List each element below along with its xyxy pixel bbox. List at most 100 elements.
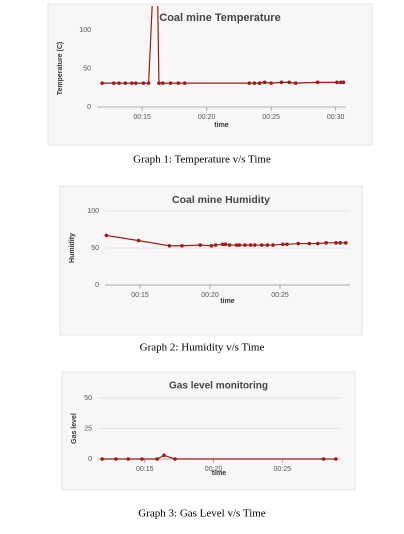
caption: Graph 2: Humidity v/s Time [140,342,265,354]
point [247,81,252,85]
y-tick-label: 50 [83,65,91,72]
y-axis-label: Gas level [71,413,78,444]
point [285,242,289,247]
point [260,243,264,247]
point [344,241,348,245]
x-axis-label: time [214,122,229,129]
point [265,243,270,247]
point [243,243,247,247]
point [111,81,116,85]
point [321,457,326,461]
point [334,241,338,245]
point [334,457,338,461]
chart: Gas level monitoring Gas level time 0 25 50 00… [61,371,356,491]
point [248,243,253,247]
x-tick-label: 00:25 [262,114,280,121]
point [141,81,146,85]
caption: Graph 1: Temperature v/s Time [133,154,271,166]
point [136,238,141,243]
point [167,243,172,248]
point [100,81,104,85]
y-axis-label: Humidity [69,233,76,263]
x-tick-label: 00:15 [136,466,154,473]
point [213,243,218,247]
point [339,80,343,85]
point [130,81,134,85]
series [104,233,348,248]
chart-background [47,3,373,146]
point [162,453,166,458]
y-tick-label: 0 [88,456,92,463]
chart-title: Coal mine Temperature [159,12,280,24]
x-tick-label: 00:20 [201,292,219,299]
x-tick-label: 00:30 [327,114,345,121]
point [151,0,155,1]
x-tick-label: 00:20 [205,466,223,473]
chart-background [61,371,356,491]
y-tick-label: 50 [91,245,99,252]
chart: Coal mine Temperature Temperature (C) time… [47,0,373,146]
chart-title: Coal mine Humidity [172,194,270,206]
chart-title: Gas level monitoring [169,381,268,392]
point [198,243,202,247]
point [180,243,184,248]
point [133,81,138,85]
point [335,80,339,85]
point [271,243,275,247]
point [262,80,267,85]
point [146,81,151,85]
x-tick-label: 00:25 [273,466,291,473]
y-axis-label: Temperature (C) [57,42,64,96]
chart: Coal mine Humidity Humidity time 0 50 100 00:1… [59,185,363,336]
point [176,81,181,85]
point [257,81,262,85]
point [237,243,242,247]
point [253,243,257,247]
point [182,81,187,85]
point [223,242,228,247]
point [168,81,173,85]
point [114,457,118,461]
series [100,453,338,461]
point [324,241,329,245]
point [220,242,225,247]
y-tick-label: 25 [84,425,92,432]
point [227,243,232,247]
point [316,241,320,246]
point [123,81,128,85]
point [307,241,312,246]
point [338,241,343,245]
y-tick-label: 0 [95,282,99,289]
point [126,457,131,461]
point [269,81,273,85]
point [296,241,301,246]
point [156,0,160,1]
point [293,81,298,85]
y-tick-label: 100 [79,27,91,34]
point [140,457,144,461]
caption: Graph 3: Gas Level v/s Time [138,508,266,520]
x-tick-label: 00:15 [131,292,149,299]
y-tick-label: 100 [87,208,99,215]
point [104,233,109,238]
x-tick-label: 00:20 [198,114,216,121]
point [209,243,214,248]
chart-background [59,185,363,336]
point [252,81,257,85]
point [315,80,320,85]
point [173,457,177,461]
point [287,80,292,85]
point [279,80,284,85]
point [234,243,239,247]
point [160,81,165,85]
x-tick-label: 00:25 [271,292,289,299]
point [155,457,159,461]
y-tick-label: 0 [87,104,91,111]
x-axis-label: time [212,470,227,477]
point [281,242,285,247]
series [100,0,346,85]
x-axis-label: time [220,298,235,305]
y-tick-label: 50 [84,395,92,402]
point [100,457,104,461]
